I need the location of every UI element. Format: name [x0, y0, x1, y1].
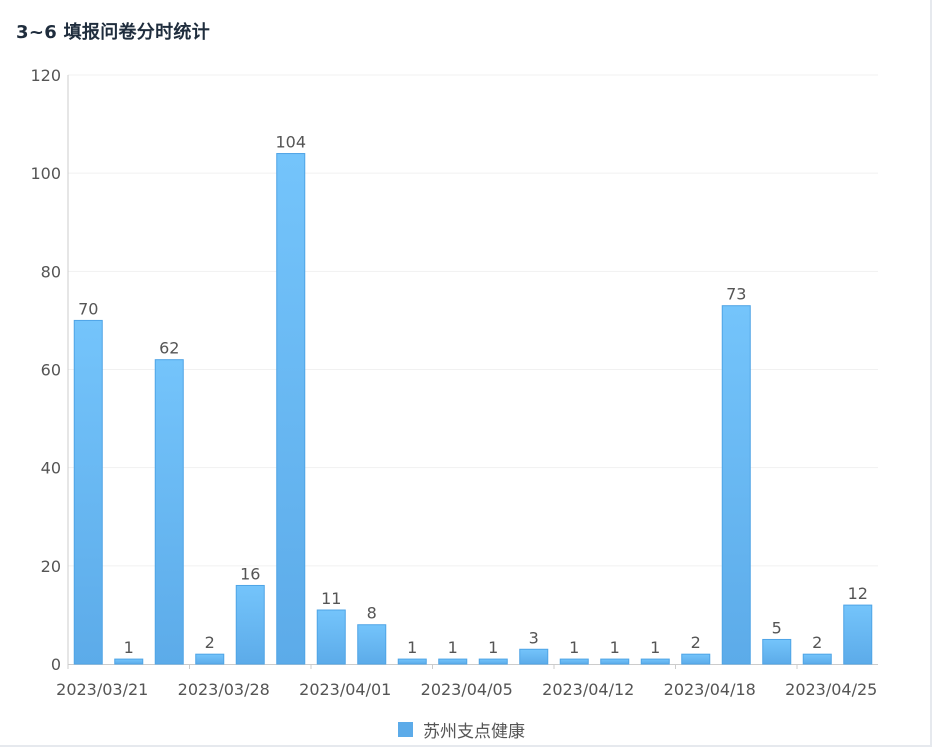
- y-tick-label: 40: [41, 459, 61, 478]
- bar: [235, 584, 265, 665]
- x-tick-label: 2023/03/21: [56, 680, 148, 699]
- data-label: 1: [407, 638, 417, 657]
- legend[interactable]: 苏州支点健康: [398, 717, 525, 742]
- data-label: 62: [159, 339, 179, 358]
- data-label: 11: [321, 589, 341, 608]
- bar: [397, 658, 427, 665]
- bar: [600, 658, 630, 665]
- bar: [681, 653, 711, 665]
- bar: [154, 359, 184, 665]
- data-label: 70: [78, 299, 98, 318]
- x-tick-label: 2023/04/25: [785, 680, 877, 699]
- bar: [73, 319, 103, 665]
- y-tick-label: 60: [41, 361, 61, 380]
- bar: [802, 653, 832, 665]
- x-tick-label: 2023/04/18: [664, 680, 756, 699]
- bar: [762, 638, 792, 665]
- bar: [519, 648, 549, 665]
- y-tick-label: 20: [41, 557, 61, 576]
- data-label: 1: [124, 638, 134, 657]
- legend-swatch-icon: [398, 722, 413, 737]
- data-label: 12: [848, 584, 868, 603]
- bars: [73, 153, 873, 665]
- data-label: 1: [569, 638, 579, 657]
- grid-lines: [68, 74, 878, 567]
- data-label: 1: [488, 638, 498, 657]
- bar: [114, 658, 144, 665]
- data-label: 8: [367, 604, 377, 623]
- y-tick-label: 120: [30, 66, 61, 85]
- data-label: 2: [691, 633, 701, 652]
- bar: [478, 658, 508, 665]
- bar: [357, 624, 387, 665]
- data-label: 1: [448, 638, 458, 657]
- x-tick-label: 2023/04/12: [542, 680, 634, 699]
- bar: [276, 153, 306, 665]
- bar: [195, 653, 225, 665]
- data-label: 16: [240, 564, 260, 583]
- bar: [316, 609, 346, 665]
- axes: 0 20 40 60 80 100 120 2023/03/21 2023/03/28 2023/…: [30, 66, 878, 699]
- x-tick-label: 2023/04/05: [421, 680, 513, 699]
- data-label: 2: [812, 633, 822, 652]
- bar: [843, 604, 873, 665]
- data-label: 1: [610, 638, 620, 657]
- data-label: 104: [275, 133, 306, 152]
- data-label: 5: [772, 618, 782, 637]
- data-label: 2: [205, 633, 215, 652]
- data-label: 1: [650, 638, 660, 657]
- data-label: 73: [726, 285, 746, 304]
- bar: [438, 658, 468, 665]
- bar: [559, 658, 589, 665]
- x-tick-label: 2023/04/01: [299, 680, 391, 699]
- data-label: 3: [529, 628, 539, 647]
- y-tick-label: 0: [51, 655, 61, 674]
- y-tick-label: 80: [41, 262, 61, 281]
- x-tick-label: 2023/03/28: [178, 680, 270, 699]
- y-tick-label: 100: [30, 164, 61, 183]
- bar: [640, 658, 670, 665]
- legend-label: 苏州支点健康: [423, 722, 525, 742]
- bar: [721, 305, 751, 665]
- chart-title: 3~6 填报问卷分时统计: [16, 22, 210, 43]
